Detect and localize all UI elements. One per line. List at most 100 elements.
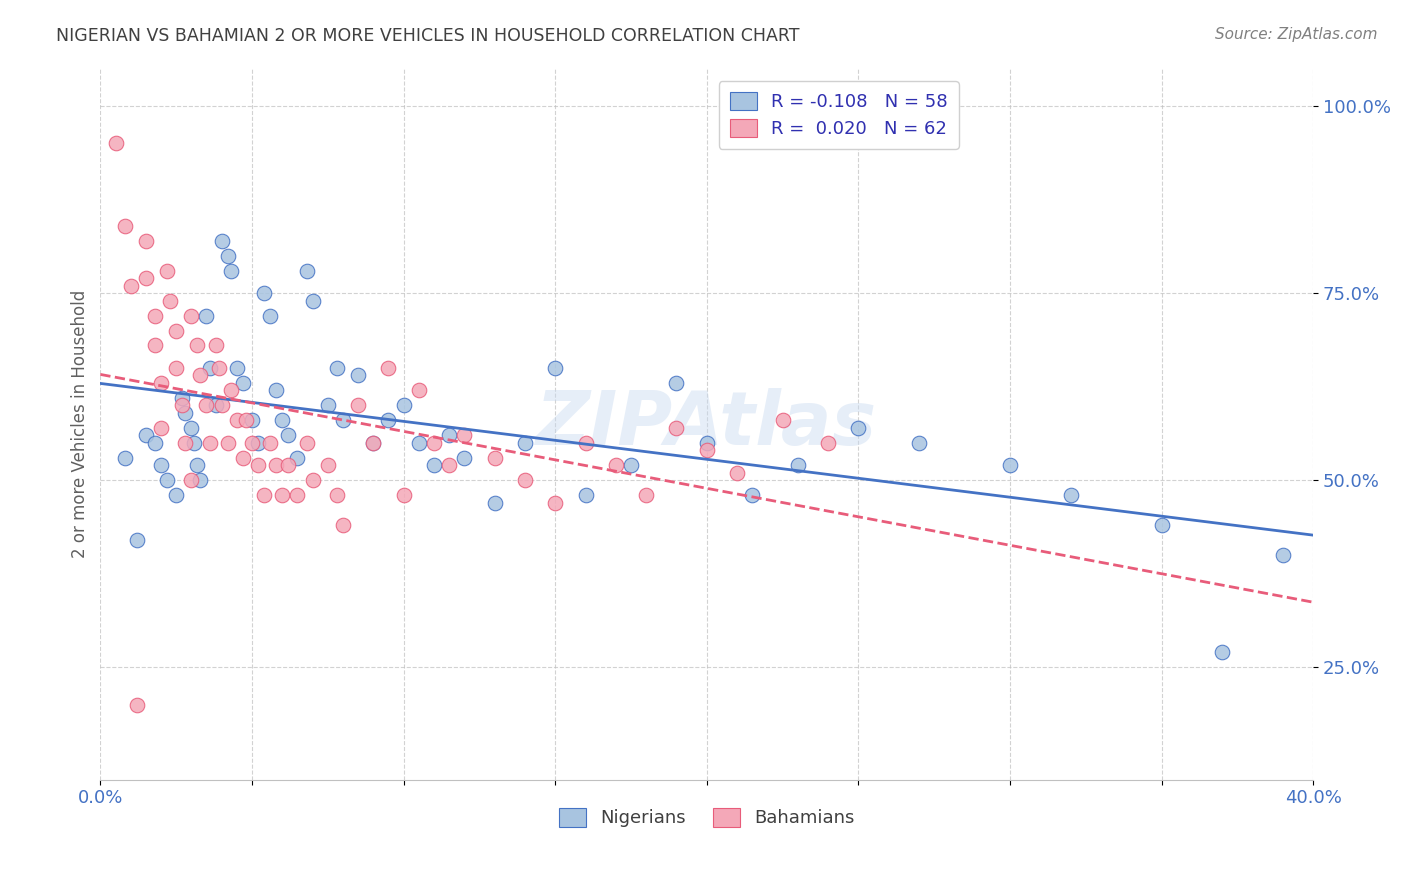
Point [190,368,212,383]
Point [277,458,299,473]
Legend: Nigerians, Bahamians: Nigerians, Bahamians [551,801,862,835]
Point [453,428,475,442]
Point [665,421,688,435]
Point [423,435,446,450]
Point [696,443,718,458]
Point [156,473,179,487]
Point [574,488,596,502]
Point [786,458,808,473]
Point [347,368,370,383]
Point [217,435,239,450]
Point [513,435,536,450]
Point [174,406,197,420]
Point [190,473,212,487]
Point [156,263,179,277]
Point [725,466,748,480]
Point [377,360,399,375]
Point [377,413,399,427]
Point [195,309,218,323]
Point [186,338,208,352]
Point [264,384,287,398]
Point [143,309,166,323]
Point [135,271,157,285]
Point [143,338,166,352]
Point [225,413,247,427]
Point [198,360,221,375]
Point [225,360,247,375]
Point [605,458,627,473]
Point [172,398,194,412]
Point [240,413,263,427]
Text: ZIPAtlas: ZIPAtlas [536,387,877,460]
Point [1150,518,1173,533]
Point [247,458,270,473]
Point [207,360,229,375]
Point [159,293,181,308]
Point [259,309,281,323]
Point [195,398,218,412]
Point [180,309,202,323]
Point [232,450,254,465]
Point [332,413,354,427]
Point [741,488,763,502]
Point [316,458,339,473]
Point [150,376,173,390]
Point [232,376,254,390]
Text: Source: ZipAtlas.com: Source: ZipAtlas.com [1215,27,1378,42]
Point [259,435,281,450]
Point [143,435,166,450]
Point [696,435,718,450]
Point [247,435,270,450]
Point [271,413,294,427]
Point [817,435,839,450]
Point [848,421,870,435]
Point [174,435,197,450]
Point [104,136,127,151]
Point [332,518,354,533]
Point [253,286,276,301]
Point [211,398,233,412]
Point [114,450,136,465]
Point [636,488,658,502]
Point [114,219,136,233]
Point [620,458,643,473]
Point [172,391,194,405]
Point [326,488,349,502]
Point [408,384,430,398]
Point [316,398,339,412]
Point [253,488,276,502]
Point [326,360,349,375]
Point [544,360,567,375]
Point [287,488,309,502]
Point [361,435,384,450]
Y-axis label: 2 or more Vehicles in Household: 2 or more Vehicles in Household [72,290,89,558]
Point [484,496,506,510]
Point [1060,488,1083,502]
Point [264,458,287,473]
Point [513,473,536,487]
Point [204,398,226,412]
Point [408,435,430,450]
Point [186,458,208,473]
Point [204,338,226,352]
Point [211,234,233,248]
Point [125,698,148,712]
Point [135,428,157,442]
Point [150,458,173,473]
Point [198,435,221,450]
Point [240,435,263,450]
Point [180,421,202,435]
Point [219,263,242,277]
Point [1271,548,1294,562]
Point [135,234,157,248]
Text: NIGERIAN VS BAHAMIAN 2 OR MORE VEHICLES IN HOUSEHOLD CORRELATION CHART: NIGERIAN VS BAHAMIAN 2 OR MORE VEHICLES … [56,27,800,45]
Point [361,435,384,450]
Point [908,435,931,450]
Point [165,324,187,338]
Point [301,293,323,308]
Point [772,413,794,427]
Point [183,435,205,450]
Point [484,450,506,465]
Point [150,421,173,435]
Point [219,384,242,398]
